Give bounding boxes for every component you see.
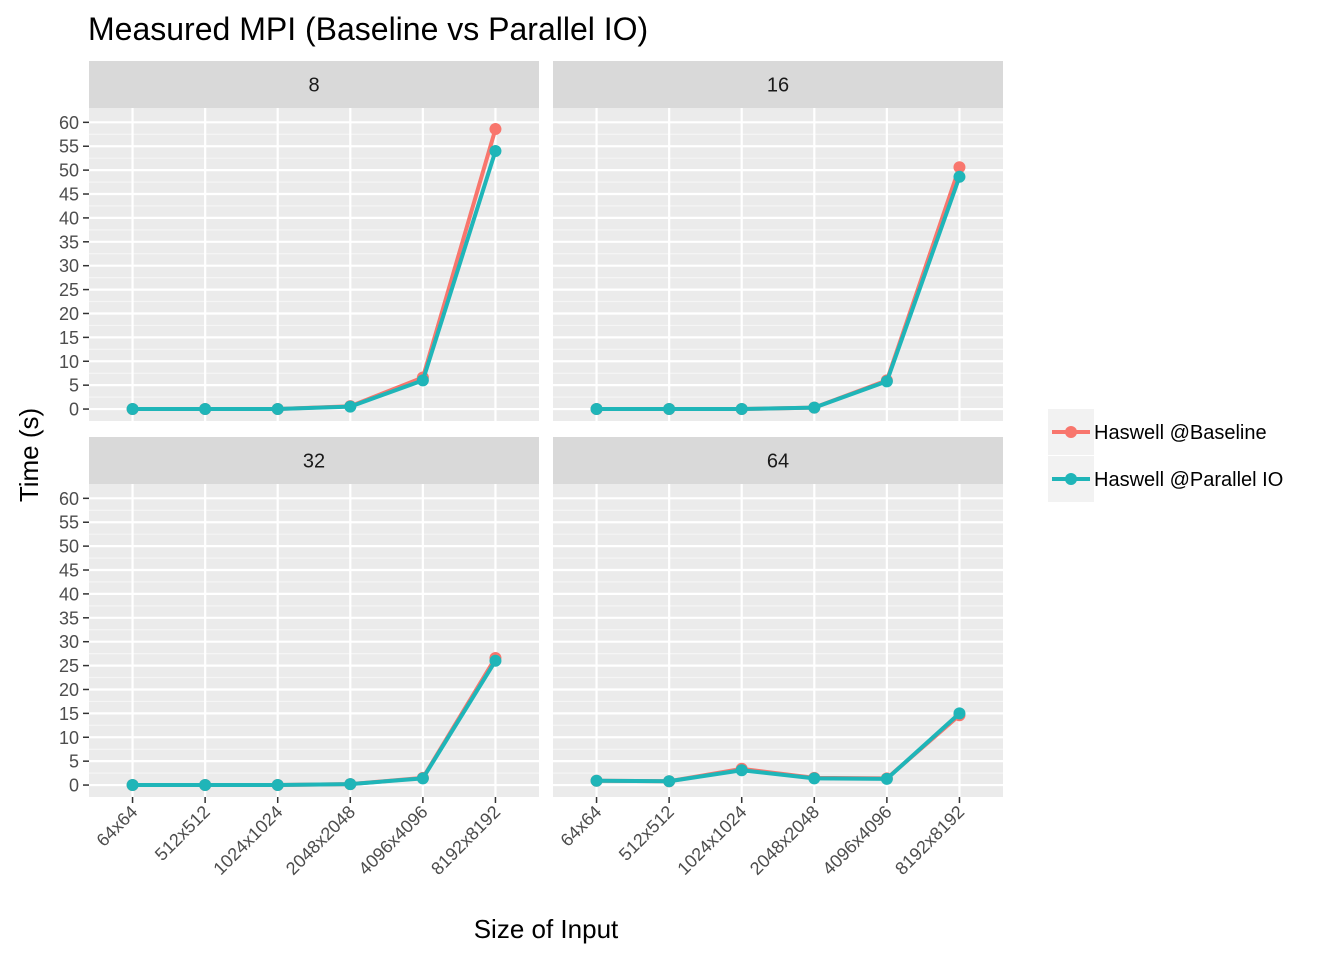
x-tick-label: 64x64: [557, 802, 606, 851]
y-tick-label: 5: [69, 376, 79, 396]
y-tick-label: 25: [59, 656, 79, 676]
data-point-haswell-parallel-io: [663, 403, 676, 416]
facet-panel-8: 8 0 5 10 15 20 25 30 35 40 45 50 55 60: [59, 61, 539, 421]
data-point-haswell-baseline: [953, 161, 966, 174]
data-point-haswell-parallel-io: [416, 772, 429, 785]
y-tick-label: 30: [59, 256, 79, 276]
y-tick-label: 50: [59, 161, 79, 181]
y-tick-label: 10: [59, 352, 79, 372]
data-point-haswell-parallel-io: [953, 707, 966, 720]
y-tick-label: 5: [69, 752, 79, 772]
data-point-haswell-parallel-io: [489, 145, 502, 158]
facet-strip-label: 64: [767, 451, 789, 473]
y-tick-label: 60: [59, 489, 79, 509]
data-point-haswell-parallel-io: [199, 779, 212, 792]
series-line-haswell-parallel-io: [130, 658, 498, 788]
x-tick-label: 1024x1024: [673, 802, 750, 879]
x-tick-label: 512x512: [151, 802, 214, 865]
facet-panel-32: 32 0 5 10 15 20 25 30 35 40 45 50 55 60 64x64 512x51210…: [59, 437, 539, 879]
x-tick-label: 2048x2048: [282, 802, 359, 879]
data-point-haswell-parallel-io: [199, 403, 212, 416]
panel-background: [89, 108, 539, 421]
chart-title: Measured MPI (Baseline vs Parallel IO): [88, 11, 648, 47]
facet-panel-64: 64 64x64 512x5121024x10242048x20484096x409…: [553, 437, 1003, 879]
y-tick-label: 30: [59, 632, 79, 652]
y-tick-label: 0: [69, 776, 79, 796]
y-tick-label: 0: [69, 400, 79, 420]
y-tick-label: 40: [59, 584, 79, 604]
data-point-haswell-parallel-io: [590, 774, 603, 787]
series-line-haswell-parallel-io: [594, 711, 962, 784]
y-tick-label: 60: [59, 113, 79, 133]
data-point-haswell-parallel-io: [416, 374, 429, 387]
panel-background: [89, 484, 539, 797]
y-tick-label: 50: [59, 537, 79, 557]
legend-label: Haswell @Parallel IO: [1094, 469, 1283, 491]
x-tick-label: 8192x8192: [891, 802, 968, 879]
legend-entry-haswell-parallel-io: Haswell @Parallel IO: [1048, 456, 1283, 502]
legend-point: [1065, 473, 1077, 485]
y-tick-label: 40: [59, 208, 79, 228]
facet-strip-label: 8: [308, 75, 319, 97]
facet-strip-label: 32: [303, 451, 325, 473]
y-tick-label: 20: [59, 680, 79, 700]
x-tick-label: 4096x4096: [819, 802, 896, 879]
x-tick-label: 2048x2048: [746, 802, 823, 879]
data-point-haswell-parallel-io: [880, 375, 893, 388]
facet-strip-label: 16: [767, 75, 789, 97]
facet-panel-16: 16: [553, 61, 1003, 421]
panel-background: [553, 484, 1003, 797]
data-point-haswell-parallel-io: [271, 403, 284, 416]
facet-panels: 8051015202530354045505560163205101520253…: [59, 61, 1003, 879]
x-tick-label: 4096x4096: [355, 802, 432, 879]
y-tick-label: 25: [59, 280, 79, 300]
data-point-haswell-parallel-io: [344, 400, 357, 413]
data-point-haswell-parallel-io: [808, 401, 821, 414]
data-point-haswell-parallel-io: [489, 654, 502, 667]
data-point-haswell-parallel-io: [880, 772, 893, 785]
legend-point: [1065, 426, 1077, 438]
data-point-haswell-parallel-io: [663, 775, 676, 788]
y-tick-label: 55: [59, 137, 79, 157]
data-point-haswell-parallel-io: [808, 772, 821, 785]
y-tick-label: 35: [59, 232, 79, 252]
y-tick-label: 10: [59, 728, 79, 748]
y-tick-label: 20: [59, 304, 79, 324]
x-tick-label: 8192x8192: [427, 802, 504, 879]
facet-strip: [553, 61, 1003, 108]
x-tick-label: 1024x1024: [209, 802, 286, 879]
legend-label: Haswell @Baseline: [1094, 422, 1267, 444]
series-line-haswell-parallel-io: [130, 149, 498, 412]
data-point-haswell-parallel-io: [344, 778, 357, 791]
data-point-haswell-parallel-io: [126, 403, 139, 416]
y-tick-label: 45: [59, 185, 79, 205]
y-tick-label: 15: [59, 704, 79, 724]
facet-strip: [553, 437, 1003, 484]
x-tick-label: 64x64: [93, 802, 142, 851]
panel-background: [553, 108, 1003, 421]
legend-entry-haswell-baseline: Haswell @Baseline: [1048, 409, 1267, 455]
facet-strip: [89, 437, 539, 484]
facet-strip: [89, 61, 539, 108]
data-point-haswell-parallel-io: [590, 403, 603, 416]
data-point-haswell-baseline: [489, 123, 502, 136]
x-axis-title: Size of Input: [474, 914, 619, 944]
legend: Haswell @Baseline Haswell @Parallel IO: [1048, 409, 1283, 502]
y-tick-label: 55: [59, 513, 79, 533]
data-point-haswell-parallel-io: [953, 170, 966, 183]
y-tick-label: 45: [59, 561, 79, 581]
data-point-haswell-parallel-io: [735, 764, 748, 777]
data-point-haswell-parallel-io: [735, 403, 748, 416]
data-point-haswell-parallel-io: [271, 779, 284, 792]
series-line-haswell-parallel-io: [594, 174, 962, 412]
y-tick-label: 15: [59, 328, 79, 348]
y-axis-title: Time (s): [14, 408, 44, 502]
y-tick-label: 35: [59, 608, 79, 628]
x-tick-label: 512x512: [615, 802, 678, 865]
data-point-haswell-parallel-io: [126, 779, 139, 792]
